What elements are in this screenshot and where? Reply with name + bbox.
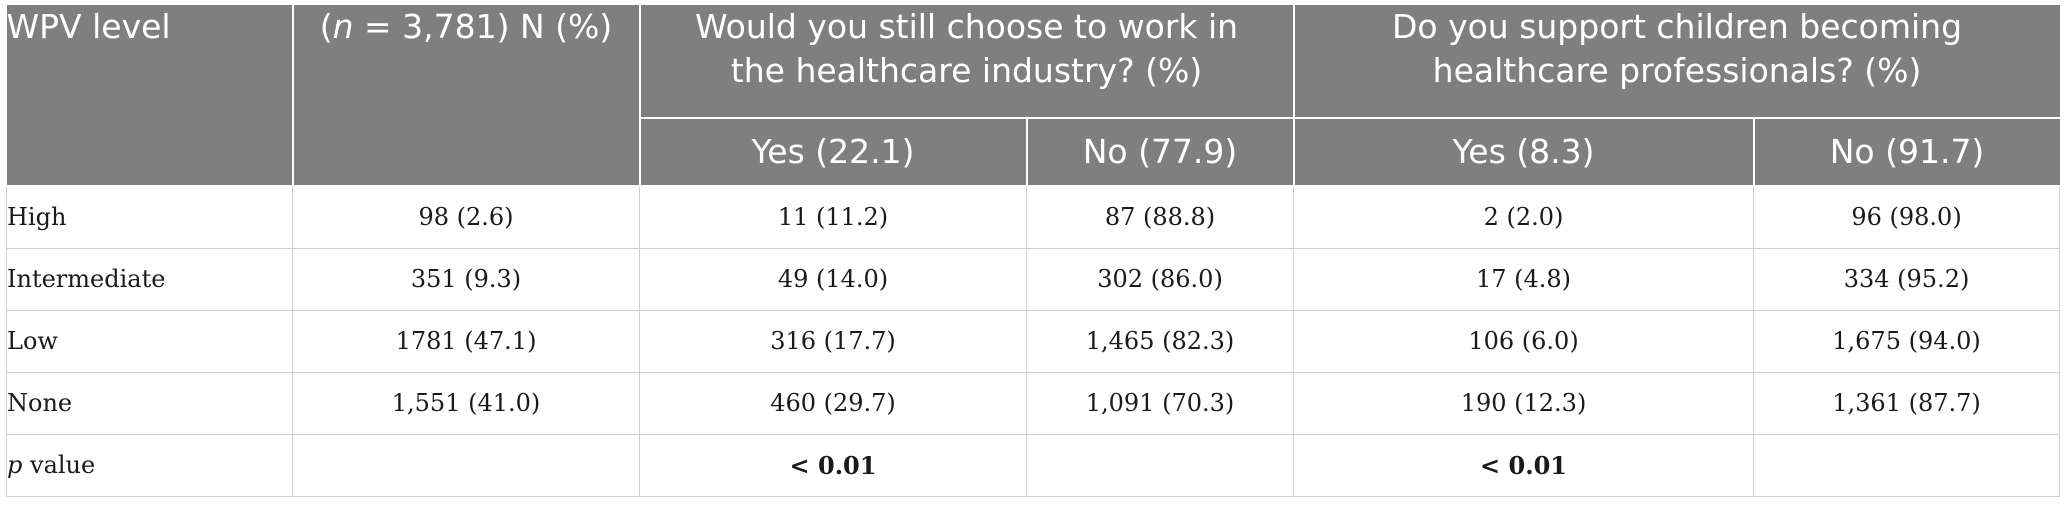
wpv-table: WPV level (n = 3,781) N (%) Would you st… <box>6 5 2061 497</box>
cell-g1-no: 302 (86.0) <box>1025 247 1295 311</box>
table-row-high: High 98 (2.6) 11 (11.2) 87 (88.8) 2 (2.0… <box>6 185 2061 249</box>
header-wpv-level: WPV level <box>6 5 294 187</box>
table-row-none: None 1,551 (41.0) 460 (29.7) 1,091 (70.3… <box>6 371 2061 435</box>
row-label: High <box>6 185 293 249</box>
header-g1-yes: Yes (22.1) <box>639 118 1028 187</box>
cell-g1-yes: 460 (29.7) <box>639 371 1027 435</box>
cell-n: 1,551 (41.0) <box>292 371 640 435</box>
table-row-low: Low 1781 (47.1) 316 (17.7) 1,465 (82.3) … <box>6 309 2061 373</box>
cell-g1-no <box>1025 433 1295 497</box>
pvalue-label: p value <box>6 433 293 497</box>
cell-g1-yes: 49 (14.0) <box>639 247 1027 311</box>
cell-g2-yes: 106 (6.0) <box>1293 309 1755 373</box>
table-row-intermediate: Intermediate 351 (9.3) 49 (14.0) 302 (86… <box>6 247 2061 311</box>
cell-g1-yes: 316 (17.7) <box>639 309 1027 373</box>
row-label: Low <box>6 309 293 373</box>
cell-g2-yes: 17 (4.8) <box>1293 247 1755 311</box>
cell-g2-no: 1,361 (87.7) <box>1753 371 2061 435</box>
header-g2-no: No (91.7) <box>1753 118 2060 187</box>
table-row-pvalue: p value < 0.01 < 0.01 <box>6 433 2061 497</box>
cell-g2-no: 1,675 (94.0) <box>1753 309 2061 373</box>
header-group-work-choice: Would you still choose to work in the he… <box>639 5 1295 119</box>
cell-g2-yes: 190 (12.3) <box>1293 371 1755 435</box>
cell-g1-pvalue: < 0.01 <box>639 433 1027 497</box>
cell-g2-no: 334 (95.2) <box>1753 247 2061 311</box>
row-label: Intermediate <box>6 247 293 311</box>
cell-n: 1781 (47.1) <box>292 309 640 373</box>
header-sample-size: (n = 3,781) N (%) <box>292 5 641 187</box>
cell-n: 351 (9.3) <box>292 247 640 311</box>
header-g1-no: No (77.9) <box>1026 118 1295 187</box>
cell-n: 98 (2.6) <box>292 185 640 249</box>
header-group-children-support: Do you support children becoming healthc… <box>1293 5 2060 119</box>
row-label: None <box>6 371 293 435</box>
cell-g2-no: 96 (98.0) <box>1753 185 2061 249</box>
cell-g2-no <box>1753 433 2061 497</box>
cell-g2-yes: 2 (2.0) <box>1293 185 1755 249</box>
header-g2-yes: Yes (8.3) <box>1293 118 1755 187</box>
cell-g1-no: 1,465 (82.3) <box>1025 309 1295 373</box>
cell-g1-yes: 11 (11.2) <box>639 185 1027 249</box>
cell-g2-pvalue: < 0.01 <box>1293 433 1755 497</box>
cell-g1-no: 87 (88.8) <box>1025 185 1295 249</box>
cell-n <box>292 433 640 497</box>
cell-g1-no: 1,091 (70.3) <box>1025 371 1295 435</box>
